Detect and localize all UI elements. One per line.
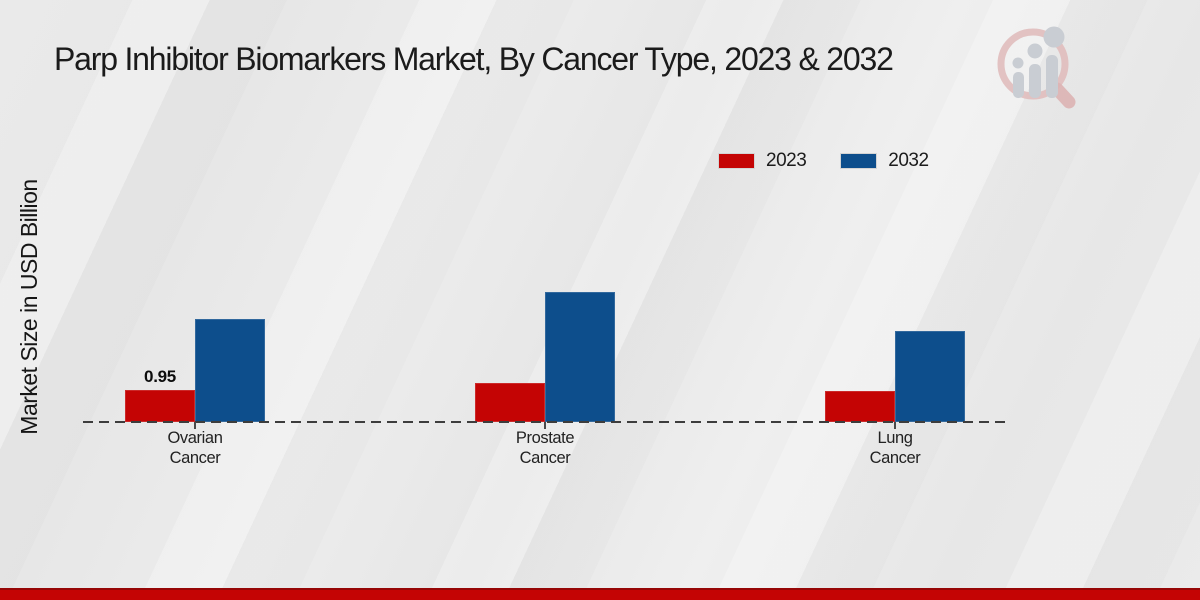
bar-2023-lung-cancer (825, 391, 895, 422)
legend-label-2032: 2032 (888, 150, 929, 171)
y-axis-label: Market Size in USD Billion (16, 179, 42, 435)
bar-2032-lung-cancer (895, 331, 965, 422)
legend-swatch-2023 (718, 153, 755, 169)
bar-2023-prostate-cancer (475, 383, 545, 422)
x-axis-category-label: Ovarian Cancer (167, 429, 223, 467)
legend: 2023 2032 (718, 150, 929, 172)
legend-label-2023: 2023 (766, 150, 807, 171)
x-axis-category-label: Lung Cancer (869, 429, 921, 467)
bar-2032-prostate-cancer (545, 292, 615, 422)
x-axis-tick (194, 422, 196, 429)
bar-value-label: 0.95 (144, 367, 176, 386)
x-axis-tick (544, 422, 546, 429)
legend-item-2023: 2023 (718, 150, 807, 172)
chart-title: Parp Inhibitor Biomarkers Market, By Can… (54, 41, 894, 77)
legend-swatch-2032 (840, 153, 878, 169)
bar-2023-ovarian-cancer (125, 390, 195, 422)
x-axis-tick (894, 422, 896, 429)
magnifier-bar-chart-logo-icon (997, 26, 1076, 109)
x-axis-category-label: Prostate Cancer (515, 429, 575, 467)
legend-item-2032: 2032 (840, 150, 929, 172)
bar-2032-ovarian-cancer (195, 319, 265, 422)
footer-red-strip (0, 588, 1200, 600)
